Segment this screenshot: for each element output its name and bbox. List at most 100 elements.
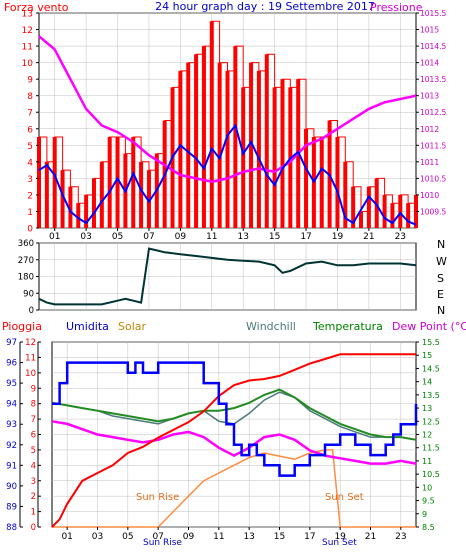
bottom-x-tick-label: 13 [243, 532, 254, 542]
humidity-line [52, 361, 418, 477]
top-x-tick-label: 05 [112, 232, 123, 242]
pressure-y-tick-label: 1013.5 [420, 75, 446, 84]
rain-y-tick-label: 11 [25, 353, 36, 363]
direction-y-tick-label: 180 [18, 273, 34, 283]
top-x-tick-label: 17 [300, 232, 311, 242]
temperature-title: Temperatura [312, 320, 383, 333]
pressure-y-tick-label: 1015 [420, 26, 439, 35]
wind-y-tick-label: 10 [22, 59, 34, 69]
bottom-x-axis: 01 03 05 07 09 11 13 15 17 19 21 23 [61, 527, 407, 542]
pressure-y-axis: 1009.5 1010 1010.5 1011 1011.5 1012 1012.5 1013… [416, 9, 446, 216]
direction-y-tick-label: 0 [29, 306, 34, 316]
bottom-x-tick-label: 07 [152, 532, 163, 542]
humidity-y-tick-label: 90 [6, 482, 17, 492]
pressure-title: Pressione [370, 1, 423, 14]
sun-rise-label: Sun Rise [136, 492, 179, 503]
temperature-y-tick-label: 9.5 [422, 497, 435, 506]
rain-y-tick-label: 4 [31, 461, 36, 471]
pressure-line [38, 35, 417, 183]
solar-line [52, 449, 416, 528]
bottom-x-tick-label: 11 [213, 532, 224, 542]
top-x-tick-label: 07 [143, 232, 154, 242]
pressure-y-tick-label: 1014.5 [420, 42, 446, 51]
top-x-tick-label: 11 [206, 232, 217, 242]
direction-y-tick-label: 360 [18, 239, 34, 249]
wind-y-tick-label: 5 [27, 142, 33, 152]
wind-title: Forza vento [4, 1, 69, 14]
bottom-x-tick-label: 01 [61, 532, 72, 542]
top-series [37, 20, 418, 228]
top-x-tick-label: 13 [237, 232, 248, 242]
rain-y-tick-label: 9 [31, 384, 36, 394]
bottom-x-tick-label: 19 [334, 532, 346, 542]
pressure-y-tick-label: 1013 [420, 92, 439, 101]
temperature-y-axis: 8.5 9 9.5 10 10.5 11 11.5 12 12.5 13 13.5 14 14.5 15 1… [416, 338, 440, 532]
temperature-y-tick-label: 13 [422, 404, 432, 413]
pressure-y-tick-label: 1012.5 [420, 108, 446, 117]
bottom-x-tick-label: 17 [304, 532, 315, 542]
pressure-y-tick-label: 1009.5 [420, 207, 446, 216]
temperature-y-tick-label: 9 [422, 510, 427, 519]
temperature-y-tick-label: 12.5 [422, 417, 440, 426]
compass-labels: N W S E N [436, 238, 447, 317]
compass-label-w: W [436, 255, 447, 268]
pressure-y-tick-label: 1012 [420, 125, 439, 134]
bottom-x-tick-label: 09 [183, 532, 195, 542]
humidity-y-tick-label: 92 [6, 441, 17, 451]
pressure-y-tick-label: 1014 [420, 59, 439, 68]
pressure-y-tick-label: 1011.5 [420, 141, 446, 150]
compass-label-s: S [437, 272, 444, 285]
temperature-y-tick-label: 13.5 [422, 391, 440, 400]
pressure-y-tick-label: 1011 [420, 158, 439, 167]
temperature-y-tick-label: 14.5 [422, 364, 440, 373]
temperature-line [51, 388, 417, 441]
rain-y-tick-label: 0 [31, 523, 36, 533]
solar-title: Solar [118, 320, 147, 333]
sun-set-axis-label: Sun Set [322, 538, 357, 548]
rain-y-tick-label: 1 [31, 508, 36, 518]
temperature-y-tick-label: 10 [422, 483, 432, 492]
top-x-tick-label: 01 [49, 232, 60, 242]
humidity-y-axis: 88 89 90 91 92 93 94 95 96 97 [6, 338, 23, 533]
wind-y-tick-label: 8 [27, 92, 33, 102]
compass-label-e: E [437, 288, 444, 301]
top-x-axis: 01 03 05 07 09 11 13 15 17 19 21 23 [49, 228, 406, 242]
wind-y-tick-label: 12 [22, 26, 33, 36]
rain-y-tick-label: 2 [31, 492, 36, 502]
temperature-y-tick-label: 8.5 [422, 523, 435, 532]
temperature-y-tick-label: 11.5 [422, 444, 440, 453]
humidity-y-tick-label: 95 [6, 379, 17, 389]
rain-y-tick-label: 8 [31, 400, 36, 410]
sun-rise-axis-label: Sun Rise [143, 538, 182, 548]
wind-y-tick-label: 13 [22, 10, 33, 20]
windchill-title: Windchill [246, 320, 296, 333]
compass-label-n-bottom: N [437, 304, 445, 317]
top-x-tick-label: 21 [363, 232, 374, 242]
rain-y-tick-label: 3 [31, 477, 36, 487]
wind-y-tick-label: 1 [27, 208, 33, 218]
humidity-y-tick-label: 88 [6, 523, 17, 533]
humidity-y-tick-label: 96 [6, 359, 17, 369]
top-x-tick-label: 19 [332, 232, 344, 242]
temperature-y-tick-label: 11 [422, 457, 432, 466]
humidity-y-tick-label: 91 [6, 461, 17, 471]
rain-y-tick-label: 6 [31, 431, 36, 441]
rain-y-tick-label: 12 [25, 338, 36, 348]
wind-y-tick-label: 9 [27, 76, 33, 86]
rain-line [51, 353, 416, 528]
temperature-y-tick-label: 12 [422, 431, 432, 440]
top-x-tick-label: 03 [80, 232, 91, 242]
bottom-x-tick-label: 23 [395, 532, 406, 542]
bottom-x-tick-label: 05 [122, 532, 133, 542]
wind-y-tick-label: 11 [22, 43, 33, 53]
humidity-y-tick-label: 94 [6, 400, 17, 410]
wind-y-tick-label: 2 [27, 191, 33, 201]
direction-y-axis: 360 270 180 90 0 [18, 239, 39, 316]
top-x-tick-label: 15 [269, 232, 280, 242]
pressure-y-tick-label: 1015.5 [420, 9, 446, 18]
direction-y-tick-label: 270 [18, 256, 34, 266]
dewpoint-line [51, 420, 417, 465]
